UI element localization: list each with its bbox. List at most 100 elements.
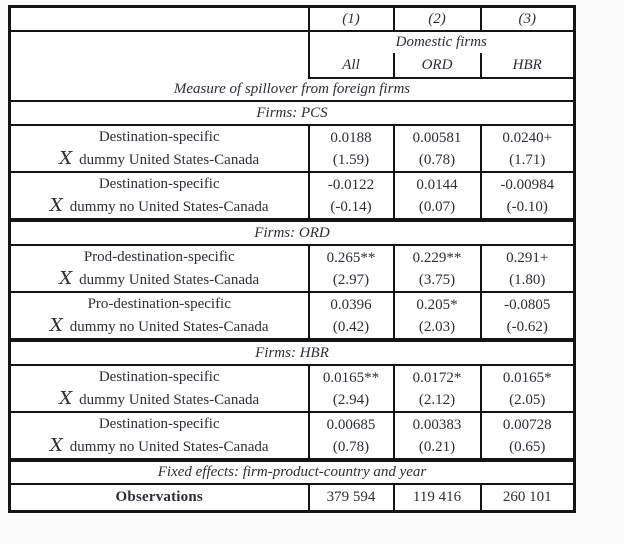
- t-stat: (2.97): [332, 271, 370, 288]
- coef-cell: 0.0188 (1.59): [307, 124, 395, 173]
- coefficient: 0.00581: [412, 129, 462, 146]
- observations-row: Observations 379 594 119 416 260 101: [8, 483, 576, 513]
- math-x-symbol: X: [49, 315, 63, 336]
- t-stat: (0.78): [418, 151, 456, 168]
- coef-cell: 0.00728 (0.65): [479, 411, 576, 461]
- interaction-text: dummy United States-Canada: [79, 392, 260, 408]
- t-stat: (2.94): [332, 391, 370, 408]
- variable-name: Destination-specific: [98, 369, 220, 385]
- subcol-hbr: HBR: [479, 53, 576, 79]
- coef-cell: -0.0805 (-0.62): [479, 291, 576, 341]
- empty-header-cell: [8, 30, 310, 78]
- interaction-text: dummy no United States-Canada: [69, 319, 269, 335]
- observations-value: 119 416: [392, 483, 482, 513]
- coefficient: 0.00383: [412, 416, 462, 433]
- spillover-header: Measure of spillover from foreign firms: [8, 77, 576, 102]
- subcol-ord: ORD: [392, 53, 482, 79]
- coef-cell: 0.229** (3.75): [392, 244, 482, 293]
- variable-name: Prod-destination-specific: [83, 249, 235, 265]
- coef-cell: 0.0165** (2.94): [307, 364, 395, 413]
- math-x-symbol: X: [59, 388, 73, 409]
- math-x-symbol: X: [59, 148, 73, 169]
- coef-cell: -0.0122 (-0.14): [307, 171, 395, 221]
- observations-value: 260 101: [479, 483, 576, 513]
- coefficient: -0.0122: [327, 176, 375, 193]
- coef-cell: 0.0172* (2.12): [392, 364, 482, 413]
- spillover-header-row: Measure of spillover from foreign firms: [8, 77, 576, 102]
- coefficient: 0.0240+: [502, 129, 553, 146]
- coefficient: 0.0188: [330, 129, 372, 146]
- column-number-row: (1) (2) (3): [8, 5, 576, 32]
- group-header-row: Domestic firms: [8, 30, 576, 78]
- t-stat: (1.80): [509, 271, 546, 288]
- interaction-text: dummy no United States-Canada: [69, 199, 269, 215]
- section-title-ord: Firms: ORD: [8, 218, 576, 246]
- t-stat: (3.75): [418, 271, 456, 288]
- subcolumn-row: All ORD HBR: [10, 53, 576, 79]
- coefficient: -0.00984: [500, 176, 555, 193]
- coef-cell: 0.0396 (0.42): [307, 291, 395, 341]
- variable-name: Destination-specific: [98, 416, 220, 432]
- fixed-effects-note: Fixed effects: firm-product-country and …: [8, 458, 576, 485]
- variable-name: Destination-specific: [98, 176, 220, 192]
- coef-cell: 0.205* (2.03): [392, 291, 482, 341]
- coef-cell: 0.291+ (1.80): [479, 244, 576, 293]
- fixed-effects-row: Fixed effects: firm-product-country and …: [8, 458, 576, 485]
- math-x-symbol: X: [59, 268, 73, 289]
- coefficient: 0.0165*: [502, 369, 552, 386]
- interaction-text: dummy no United States-Canada: [69, 439, 269, 455]
- t-stat: (1.71): [509, 151, 546, 168]
- section-header-row-ord: Firms: ORD: [8, 218, 576, 246]
- coef-cell: 0.0165* (2.05): [479, 364, 576, 413]
- coef-cell: 0.00383 (0.21): [392, 411, 482, 461]
- t-stat: (2.12): [418, 391, 456, 408]
- math-x-symbol: X: [49, 195, 63, 216]
- coef-cell: 0.0144 (0.07): [392, 171, 482, 221]
- coefficient: 0.0172*: [412, 369, 462, 386]
- interaction-text: dummy United States-Canada: [79, 152, 260, 168]
- interaction-text: dummy United States-Canada: [79, 272, 260, 288]
- variable-name: Pro-destination-specific: [87, 296, 231, 312]
- t-stat: (0.07): [418, 198, 456, 215]
- t-stat: (1.59): [332, 151, 370, 168]
- col-header-3: (3): [479, 5, 576, 32]
- t-stat: (-0.10): [506, 198, 548, 215]
- coefficient: 0.0144: [416, 176, 458, 193]
- coefficient: 0.00685: [326, 416, 376, 433]
- section-header-row-hbr: Firms: HBR: [8, 338, 576, 366]
- coefficient: 0.0396: [330, 296, 372, 313]
- coefficient: 0.205*: [416, 296, 458, 313]
- math-x-symbol: X: [49, 435, 63, 456]
- coef-cell: 0.00685 (0.78): [307, 411, 395, 461]
- section-title-pcs: Firms: PCS: [8, 100, 576, 126]
- coefficient: 0.229**: [412, 249, 462, 266]
- section-header-row-pcs: Firms: PCS: [8, 100, 576, 126]
- coefficient: 0.291+: [506, 249, 549, 266]
- regression-table: (1) (2) (3) Domestic firms All ORD HBR M…: [8, 5, 576, 513]
- observations-value: 379 594: [307, 483, 395, 513]
- observations-label: Observations: [8, 483, 310, 513]
- subcol-all: All: [307, 53, 395, 79]
- coefficient: 0.0165**: [322, 369, 380, 386]
- t-stat: (0.21): [418, 438, 456, 455]
- coef-cell: 0.0240+ (1.71): [479, 124, 576, 173]
- t-stat: (-0.14): [330, 198, 372, 215]
- t-stat: (0.65): [509, 438, 546, 455]
- empty-header-cell: [8, 5, 310, 32]
